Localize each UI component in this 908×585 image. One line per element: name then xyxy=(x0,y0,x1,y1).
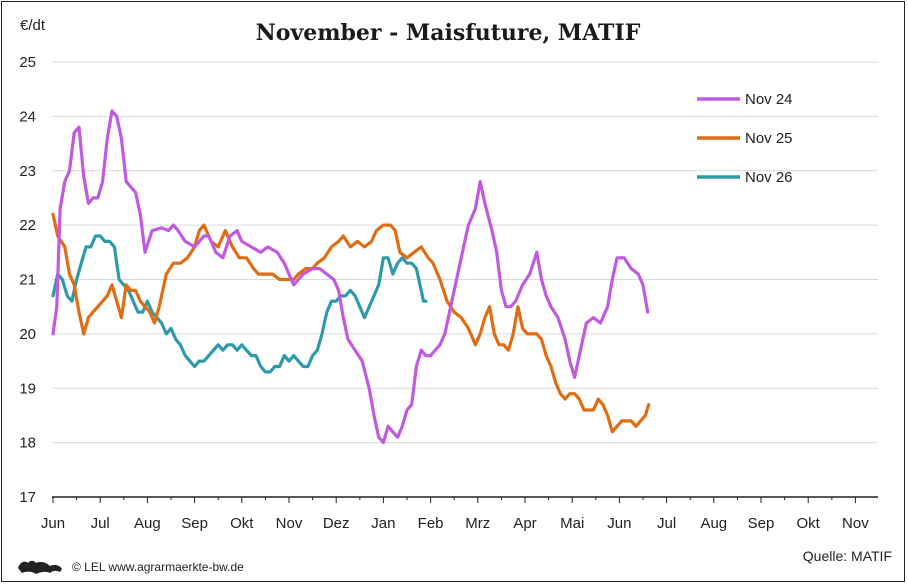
x-tick-label-10: Apr xyxy=(513,515,536,532)
y-tick-label-21: 21 xyxy=(19,272,36,289)
x-tick-label-8: Feb xyxy=(418,515,444,532)
y-tick-label-19: 19 xyxy=(19,380,36,397)
source-text: Quelle: MATIF xyxy=(803,548,892,564)
x-tick-label-6: Dez xyxy=(323,515,350,532)
grid xyxy=(52,61,878,444)
y-tick-label-17: 17 xyxy=(19,489,36,506)
y-tick-label-22: 22 xyxy=(19,217,36,234)
legend-label-nov-24: Nov 24 xyxy=(745,91,793,108)
copyright-text: © LEL www.agrarmaerkte-bw.de xyxy=(72,560,244,574)
x-tick-label-12: Jun xyxy=(607,515,631,532)
legend-label-nov-25: Nov 25 xyxy=(745,130,793,147)
chart-title: November - Maisfuture, MATIF xyxy=(256,20,641,46)
legend: Nov 24 Nov 25 Nov 26 xyxy=(697,91,793,186)
x-tick-label-13: Jul xyxy=(657,515,676,532)
x-tick-label-0: Jun xyxy=(41,515,65,532)
y-tick-label-18: 18 xyxy=(19,435,36,452)
x-tick-label-15: Sep xyxy=(748,515,775,532)
lion-coat-of-arms-icon xyxy=(18,560,62,574)
series-line-nov-24 xyxy=(51,109,650,445)
y-tick-labels: 17 18 19 20 21 22 23 24 25 xyxy=(19,54,36,506)
x-tick-label-2: Aug xyxy=(134,515,161,532)
series-line-nov-26 xyxy=(51,234,428,374)
x-tick-label-11: Mai xyxy=(560,515,584,532)
x-tick-label-7: Jan xyxy=(371,515,395,532)
x-tick-label-14: Aug xyxy=(700,515,727,532)
y-tick-label-24: 24 xyxy=(19,108,36,125)
y-tick-label-23: 23 xyxy=(19,163,36,180)
y-tick-label-25: 25 xyxy=(19,54,36,71)
x-tick-label-16: Okt xyxy=(797,515,821,532)
x-tick-label-4: Okt xyxy=(230,515,254,532)
y-unit-label: €/dt xyxy=(20,17,46,34)
y-tick-label-20: 20 xyxy=(19,326,36,343)
series-lines xyxy=(51,109,651,445)
x-tick-label-3: Sep xyxy=(181,515,208,532)
series-line-nov-25 xyxy=(51,212,651,434)
x-tick-label-1: Jul xyxy=(91,515,110,532)
x-tick-label-5: Nov xyxy=(276,515,303,532)
x-axis: Jun Jul Aug Sep Okt Nov Dez Jan Feb Mrz Apr Mai Jun J… xyxy=(41,496,878,532)
legend-label-nov-26: Nov 26 xyxy=(745,169,793,186)
x-tick-label-17: Nov xyxy=(842,515,869,532)
x-tick-label-9: Mrz xyxy=(465,515,490,532)
